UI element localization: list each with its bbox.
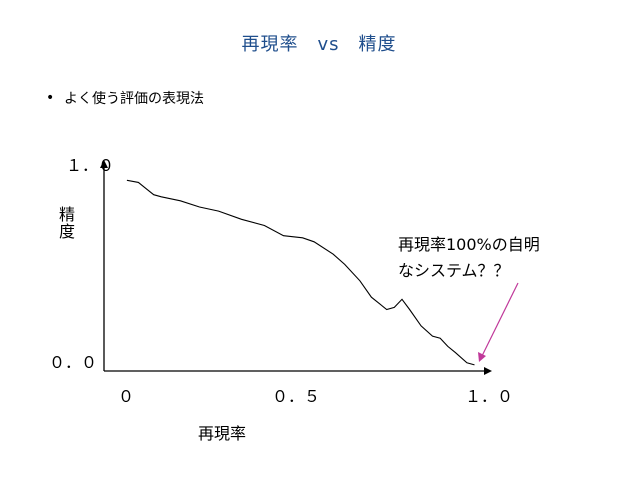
y-axis-label: 精度 bbox=[56, 206, 75, 240]
bullet-marker: • bbox=[46, 90, 55, 106]
x-tick-label-2: １．０ bbox=[465, 387, 514, 406]
y-tick-label-0: ０．０ bbox=[49, 353, 98, 372]
annotation-text: 再現率100%の自明 なシステム？？ bbox=[398, 235, 540, 280]
slide-title: 再現率 vs 精度 bbox=[241, 34, 397, 55]
pr-curve-series bbox=[126, 179, 475, 366]
annotation-arrow bbox=[480, 282, 519, 359]
x-tick-label-0: ０ bbox=[118, 387, 135, 406]
x-axis-label: 再現率 bbox=[198, 424, 247, 443]
y-tick-label-1: １．０ bbox=[66, 156, 115, 175]
x-axis-arrow-icon bbox=[484, 367, 492, 375]
y-axis-arrow-icon bbox=[100, 160, 108, 168]
bullet-item: • よく使う評価の表現法 bbox=[46, 88, 204, 108]
annotation-arrow-head-icon bbox=[478, 352, 486, 362]
x-tick-label-1: ０．５ bbox=[272, 387, 321, 406]
bullet-text: よく使う評価の表現法 bbox=[64, 91, 204, 107]
